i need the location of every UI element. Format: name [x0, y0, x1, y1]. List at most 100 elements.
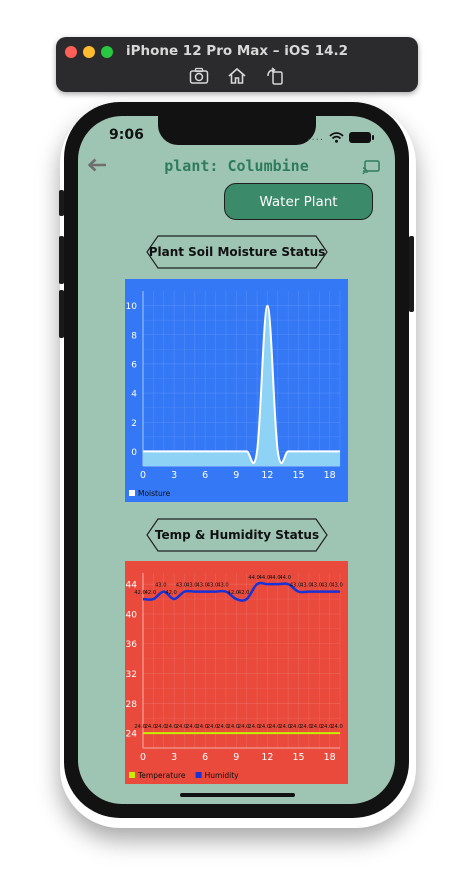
data-label: 44.0	[269, 575, 281, 581]
y-tick-label: 8	[131, 331, 137, 341]
data-label: 24.0	[134, 724, 146, 730]
data-label: 42.0	[165, 590, 177, 596]
moisture-section-title: Plant Soil Moisture Status	[146, 235, 328, 269]
cellular-signal: ....	[307, 132, 324, 143]
x-tick-label: 15	[292, 470, 304, 481]
data-label: 24.0	[155, 724, 167, 730]
x-tick-label: 6	[202, 752, 208, 763]
data-label: 24.0	[145, 724, 157, 730]
simulator-toolbar: iPhone 12 Pro Max – iOS 14.2	[56, 37, 418, 92]
x-tick-label: 18	[324, 752, 336, 763]
data-label: 24.0	[300, 724, 312, 730]
data-label: 24.0	[238, 724, 250, 730]
y-tick-label: 2	[131, 419, 137, 429]
notch	[158, 116, 316, 145]
data-label: 24.0	[196, 724, 208, 730]
status-time: 9:06	[109, 127, 144, 143]
y-tick-label: 10	[126, 302, 138, 312]
x-tick-label: 3	[171, 752, 177, 763]
mute-switch	[59, 190, 64, 216]
x-tick-label: 12	[261, 470, 273, 481]
legend-label-moisture: Moisture	[138, 489, 171, 498]
x-tick-label: 0	[140, 470, 146, 481]
data-label: 24.0	[228, 724, 240, 730]
water-plant-button[interactable]: Water Plant	[224, 183, 373, 220]
data-label: 24.0	[207, 724, 219, 730]
data-label: 24.0	[310, 724, 322, 730]
screenshot-icon[interactable]	[189, 66, 209, 86]
home-indicator[interactable]	[180, 793, 295, 797]
volume-down-button	[59, 290, 64, 338]
x-tick-label: 15	[292, 752, 304, 763]
y-tick-label: 24	[126, 730, 138, 740]
data-label: 43.0	[290, 583, 302, 589]
x-tick-label: 9	[233, 752, 239, 763]
data-label: 44.0	[259, 575, 271, 581]
back-arrow-icon[interactable]	[86, 154, 108, 176]
data-label: 43.0	[196, 583, 208, 589]
data-label: 24.0	[217, 724, 229, 730]
y-tick-label: 40	[126, 610, 138, 620]
temp-humidity-chart: 24 28 32 36 40 44 0 3 6 9 12 15 18 24.0 24.0 24.0 24.0 24…	[125, 561, 348, 784]
data-label: 44.0	[279, 575, 291, 581]
volume-up-button	[59, 236, 64, 284]
x-tick-label: 0	[140, 752, 146, 763]
moisture-chart: 0 2 4 6 8 10 0 3 6 9 12 15 18 Moisture	[125, 279, 348, 502]
y-tick-label: 32	[126, 670, 137, 680]
x-tick-label: 3	[171, 470, 177, 481]
data-label: 42.0	[134, 590, 146, 596]
data-label: 24.0	[259, 724, 271, 730]
x-tick-label: 6	[202, 470, 208, 481]
temp-humidity-section-title: Temp & Humidity Status	[146, 518, 328, 552]
data-label: 43.0	[155, 583, 167, 589]
y-tick-label: 36	[126, 640, 138, 650]
data-label: 24.0	[321, 724, 333, 730]
page-title: plant: Columbine	[164, 157, 309, 175]
data-label: 43.0	[321, 583, 333, 589]
y-tick-label: 4	[131, 390, 137, 400]
data-label: 42.0	[238, 590, 250, 596]
home-icon[interactable]	[227, 66, 247, 86]
close-window-button[interactable]	[65, 46, 77, 58]
simulator-title: iPhone 12 Pro Max – iOS 14.2	[125, 43, 349, 59]
series-line-humidity	[142, 581, 340, 602]
app-screen: 9:06 .... plant: Columbine Water Plant P…	[78, 116, 395, 804]
legend-swatch-moisture	[129, 490, 135, 496]
rotate-icon[interactable]	[265, 66, 285, 86]
y-tick-label: 44	[126, 581, 138, 591]
y-tick-label: 28	[126, 700, 138, 710]
legend-label-temperature: Temperature	[137, 771, 186, 780]
data-label: 24.0	[186, 724, 198, 730]
power-button	[409, 236, 414, 312]
series-line-moisture	[143, 304, 340, 464]
data-label: 24.0	[248, 724, 260, 730]
x-tick-label: 18	[324, 470, 336, 481]
data-label: 24.0	[176, 724, 188, 730]
temp-humidity-title-text: Temp & Humidity Status	[154, 528, 320, 542]
data-label: 43.0	[186, 583, 198, 589]
legend-swatch-temperature	[129, 772, 135, 778]
data-label: 43.0	[217, 583, 229, 589]
data-label: 24.0	[290, 724, 302, 730]
data-label: 43.0	[331, 583, 343, 589]
legend-label-humidity: Humidity	[205, 771, 240, 780]
data-label: 44.0	[248, 575, 260, 581]
y-tick-label: 6	[131, 360, 137, 370]
x-tick-label: 9	[233, 470, 239, 481]
x-tick-label: 12	[261, 752, 273, 763]
data-label: 42.0	[228, 590, 240, 596]
data-label: 43.0	[176, 583, 188, 589]
data-label: 24.0	[279, 724, 291, 730]
cast-icon[interactable]	[361, 158, 381, 176]
wifi-icon	[329, 128, 344, 147]
zoom-window-button[interactable]	[101, 46, 113, 58]
data-label: 24.0	[165, 724, 177, 730]
data-label: 43.0	[207, 583, 219, 589]
battery-icon	[349, 132, 374, 143]
y-tick-label: 0	[131, 448, 137, 458]
data-label: 43.0	[310, 583, 322, 589]
data-label: 24.0	[269, 724, 281, 730]
data-label: 42.0	[145, 590, 157, 596]
minimize-window-button[interactable]	[83, 46, 95, 58]
legend-swatch-humidity	[195, 772, 202, 778]
